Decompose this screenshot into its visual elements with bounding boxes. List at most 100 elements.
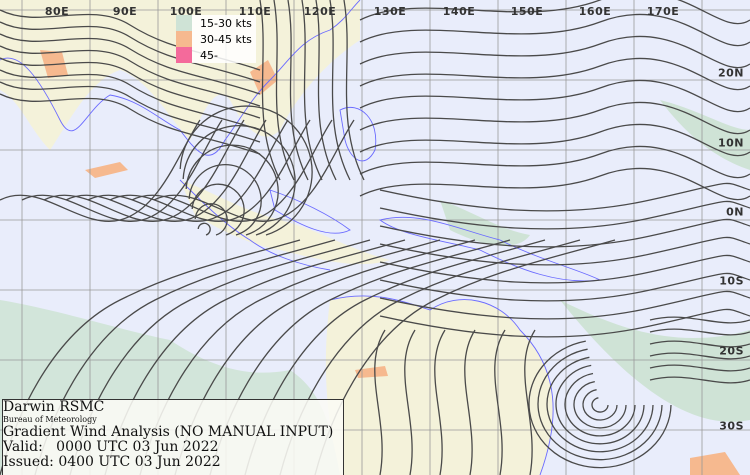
latitude-label: 20N xyxy=(717,66,744,80)
streamline xyxy=(191,183,245,236)
streamline xyxy=(0,57,261,119)
streamline xyxy=(379,308,750,338)
streamline xyxy=(573,380,627,429)
streamline xyxy=(555,364,645,445)
streamline xyxy=(464,329,476,475)
land-maritime xyxy=(180,180,390,265)
streamline xyxy=(524,329,536,475)
wind-30-45-area xyxy=(355,366,388,378)
streamline xyxy=(301,0,323,181)
streamline xyxy=(197,222,211,236)
info-box: Darwin RSMC Bureau of Meteorology Gradie… xyxy=(2,399,344,475)
legend-swatch xyxy=(176,47,192,63)
longitude-label: 130E xyxy=(373,5,407,18)
streamline xyxy=(649,352,750,360)
legend-item: 30-45 kts xyxy=(176,31,256,47)
longitude-label: 170E xyxy=(646,5,680,18)
wind-speed-legend: 15-30 kts 30-45 kts 45- xyxy=(176,15,256,63)
streamline xyxy=(359,35,750,69)
latitude-label: 0N xyxy=(726,205,744,219)
longitude-label: 80E xyxy=(44,5,70,18)
streamline xyxy=(287,0,309,181)
longitude-label: 90E xyxy=(112,5,138,18)
land-australia xyxy=(325,295,554,475)
streamline xyxy=(434,329,446,475)
streamline xyxy=(582,389,618,421)
latitude-label: 10N xyxy=(717,136,744,150)
streamline xyxy=(649,364,750,372)
streamline xyxy=(649,340,750,348)
streamline xyxy=(0,81,261,143)
streamline xyxy=(182,124,296,236)
longitude-label: 140E xyxy=(442,5,476,18)
legend-label: 30-45 kts xyxy=(200,32,252,46)
office-name: Darwin RSMC xyxy=(3,399,105,415)
streamline xyxy=(359,145,750,179)
wind-15-30-area xyxy=(440,200,530,246)
streamline xyxy=(404,329,416,475)
streamline xyxy=(379,236,750,266)
longitude-label: 120E xyxy=(303,5,337,18)
streamline xyxy=(0,69,261,131)
latitude-label: 30S xyxy=(719,419,744,433)
streamline xyxy=(0,93,261,155)
streamline xyxy=(0,21,261,83)
streamline xyxy=(528,340,672,469)
wind-30-45-area xyxy=(85,162,128,178)
streamline xyxy=(379,272,750,302)
streamline xyxy=(359,0,750,25)
streamline xyxy=(259,0,281,181)
streamline xyxy=(649,316,750,324)
longitude-label: 100E xyxy=(169,5,203,18)
streamline xyxy=(343,0,365,181)
latitude-label: 20S xyxy=(719,344,744,358)
streamline xyxy=(0,33,261,95)
streamline xyxy=(564,372,636,437)
legend-label: 15-30 kts xyxy=(200,16,252,30)
streamline xyxy=(379,290,750,320)
wind-15-30-area xyxy=(660,100,750,170)
streamline xyxy=(329,0,351,181)
streamline xyxy=(179,105,313,236)
streamline xyxy=(188,164,262,236)
streamline xyxy=(194,203,228,236)
streamline xyxy=(359,57,750,91)
streamline xyxy=(379,200,750,230)
streamline xyxy=(315,0,337,181)
streamline xyxy=(649,376,750,384)
streamline xyxy=(359,123,750,157)
legend-swatch xyxy=(176,15,192,31)
issued-time: Issued: 0400 UTC 03 Jun 2022 xyxy=(3,454,221,470)
legend-swatch xyxy=(176,31,192,47)
legend-item: 15-30 kts xyxy=(176,15,256,31)
latitude-label: 10S xyxy=(719,274,744,288)
streamline xyxy=(359,13,750,47)
streamline xyxy=(0,45,261,107)
streamline xyxy=(185,144,279,236)
streamline xyxy=(649,328,750,336)
streamline xyxy=(379,182,750,212)
streamline xyxy=(494,329,506,475)
legend-label: 45- xyxy=(200,48,218,62)
streamline xyxy=(359,79,750,113)
streamline xyxy=(359,101,750,135)
agency-name: Bureau of Meteorology xyxy=(3,415,97,424)
streamline xyxy=(591,397,609,413)
streamline xyxy=(359,167,750,201)
streamline xyxy=(273,0,295,181)
streamline xyxy=(537,348,663,461)
longitude-label: 160E xyxy=(578,5,612,18)
longitude-label: 110E xyxy=(238,5,272,18)
streamline xyxy=(379,218,750,248)
streamline xyxy=(379,254,750,284)
legend-item: 45- xyxy=(176,47,256,63)
streamline xyxy=(546,356,654,453)
streamline xyxy=(374,329,386,475)
wind-30-45-area xyxy=(690,452,740,475)
longitude-label: 150E xyxy=(510,5,544,18)
wind-15-30-area xyxy=(560,300,750,422)
product-title: Gradient Wind Analysis (NO MANUAL INPUT) xyxy=(3,424,334,440)
valid-time: Valid: 0000 UTC 03 Jun 2022 xyxy=(3,439,219,455)
